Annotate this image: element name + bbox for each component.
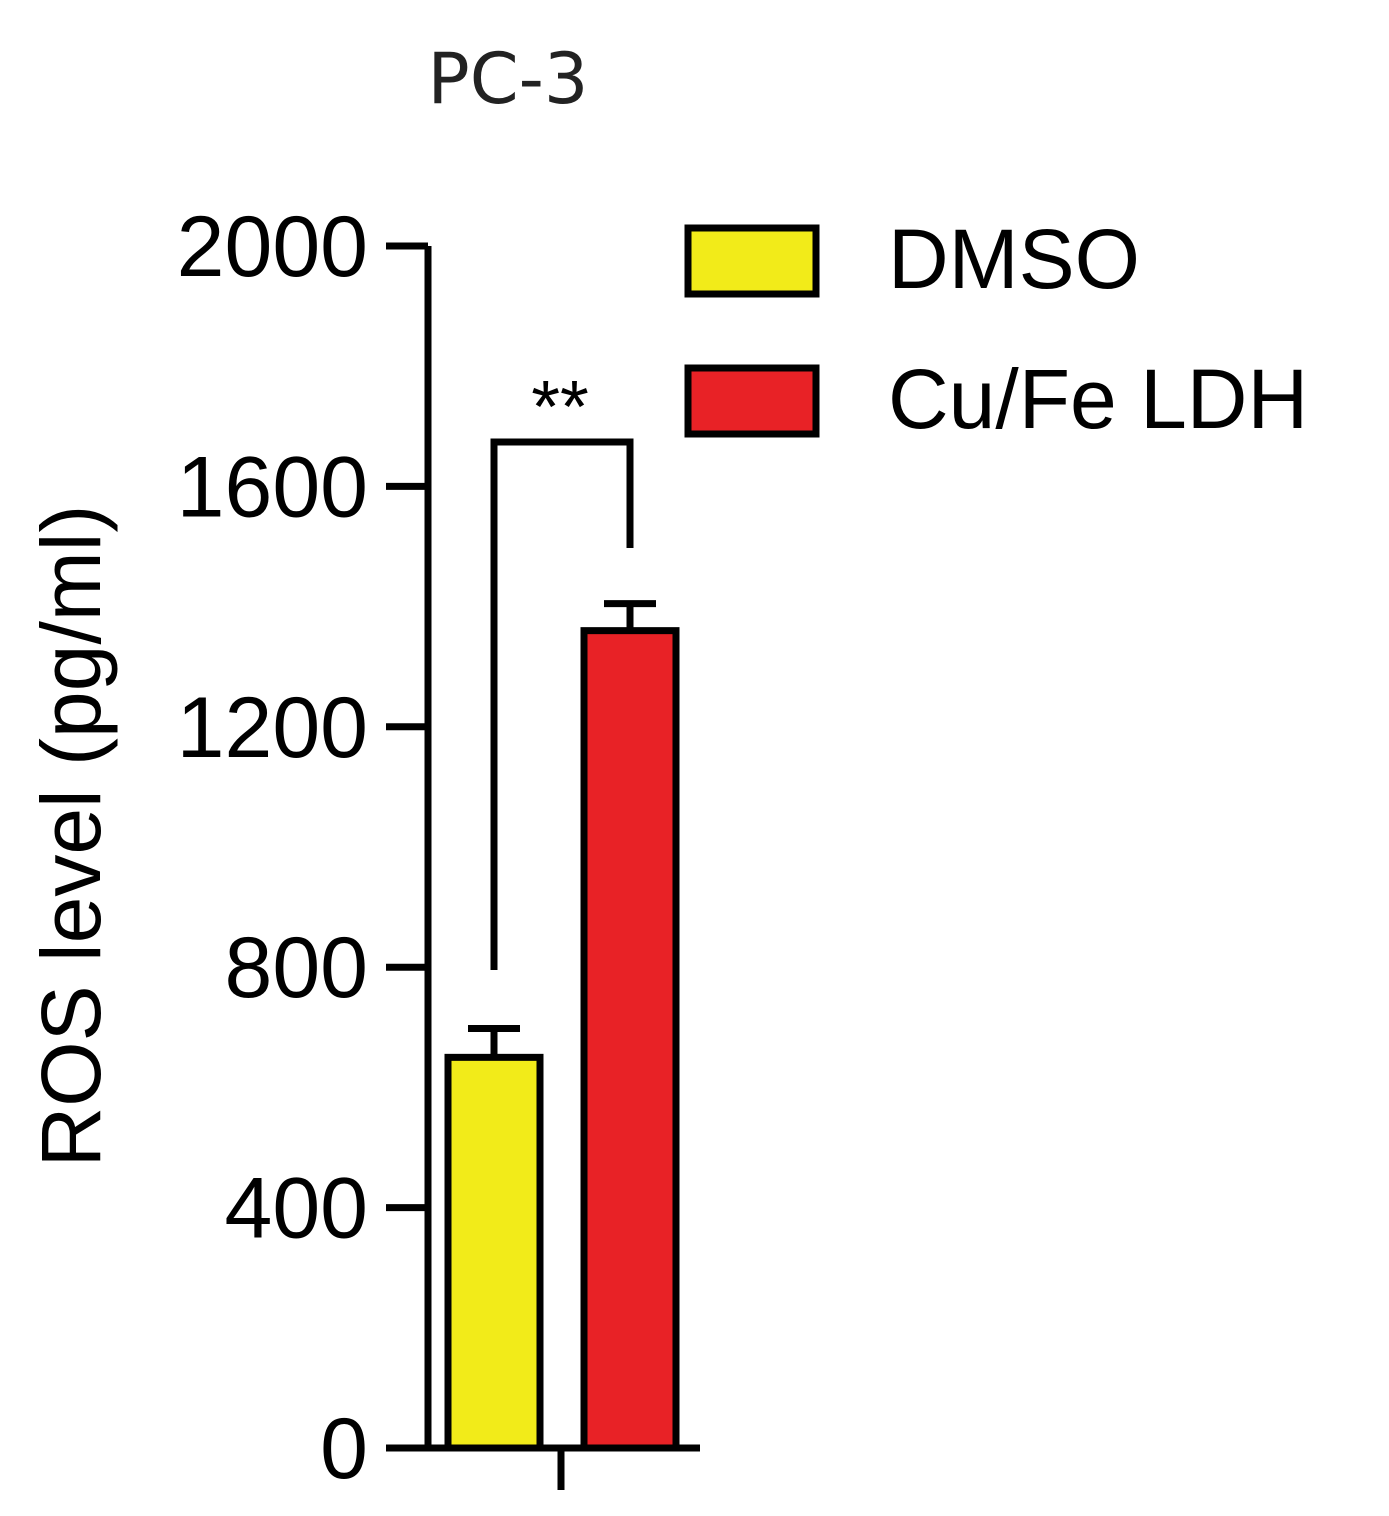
y-tick-label: 400 [225, 1161, 369, 1257]
legend-swatch [684, 224, 820, 298]
y-axis: 0 400 800 1200 1600 2000 [177, 199, 432, 1497]
bar [444, 1053, 544, 1452]
y-tick-label: 1200 [177, 680, 368, 776]
bar [580, 627, 680, 1452]
bars [444, 600, 680, 1452]
legend-label: DMSO [888, 212, 1140, 306]
x-axis [386, 1444, 700, 1490]
y-tick-label: 800 [225, 920, 369, 1016]
significance-bracket: ** [490, 365, 634, 970]
y-tick-label: 1600 [177, 439, 368, 535]
y-axis-label: ROS level (pg/ml) [24, 505, 118, 1168]
significance-label: ** [531, 365, 589, 448]
legend: DMSO Cu/Fe LDH [684, 212, 1308, 446]
y-tick-label: 2000 [177, 199, 368, 295]
legend-swatch [684, 364, 820, 438]
legend-label: Cu/Fe LDH [888, 352, 1308, 446]
significance-line [490, 438, 634, 970]
chart-title: PC-3 [428, 38, 589, 120]
y-tick-label: 0 [320, 1401, 368, 1497]
